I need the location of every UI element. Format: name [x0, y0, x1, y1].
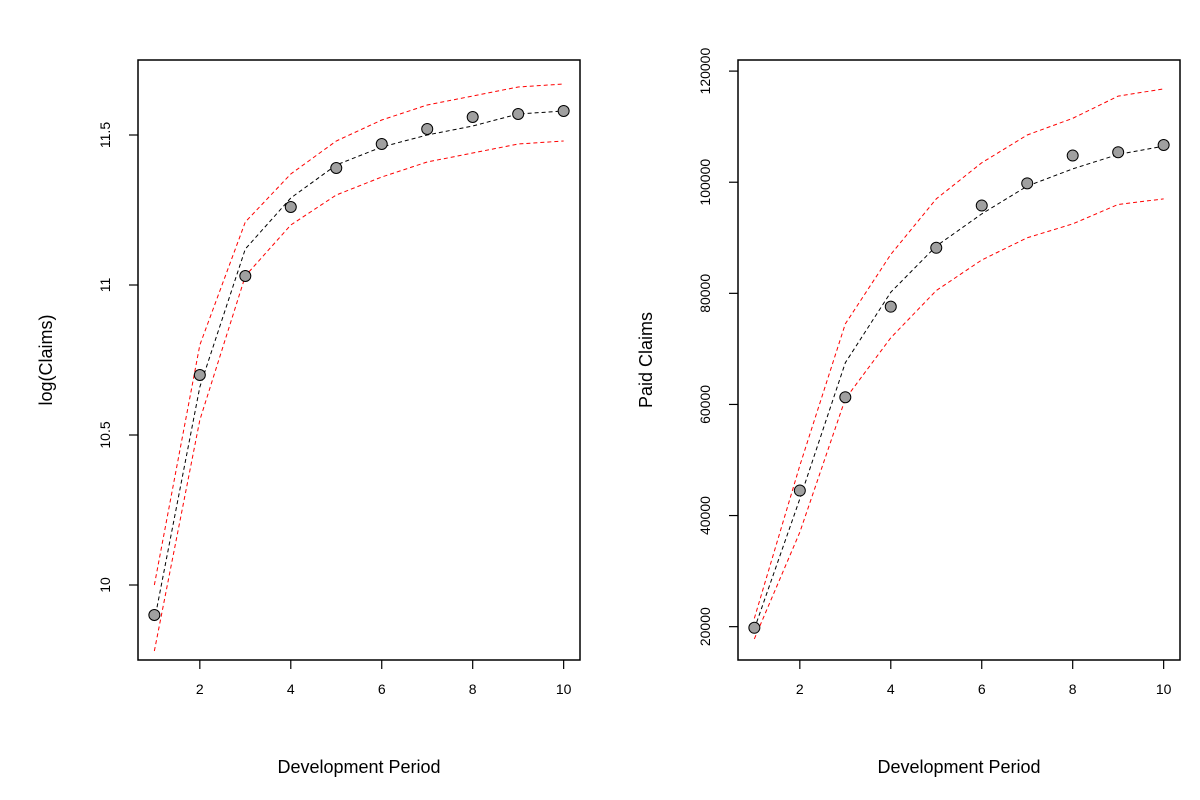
chart-panel-2: 2 4 6 8 10 20000 40000 60000 80000 100000 120000 De…	[636, 48, 1181, 777]
x-tick-label: 10	[556, 681, 572, 697]
y-tick-label: 11	[97, 278, 113, 293]
y-tick-label: 10	[97, 577, 113, 593]
y-tick-label: 20000	[697, 607, 713, 646]
series-line-lower	[153, 140, 564, 652]
data-point	[1157, 139, 1170, 151]
x-axis-title: Development Period	[877, 757, 1040, 777]
data-point	[148, 609, 161, 621]
data-point	[1066, 149, 1079, 162]
data-point	[557, 105, 570, 117]
x-tick-label: 8	[469, 681, 477, 697]
x-tick-label: 6	[978, 681, 986, 697]
y-axis-title: log(Claims)	[36, 314, 56, 405]
x-axis-title: Development Period	[277, 757, 440, 777]
y-tick-label: 10.5	[97, 421, 113, 448]
y-axis-title: Paid Claims	[636, 312, 656, 408]
data-point	[975, 199, 988, 212]
series-line-fitted	[153, 110, 564, 622]
data-point	[239, 270, 252, 282]
data-point	[284, 201, 297, 213]
data-point	[1021, 177, 1034, 190]
series-line-upper	[753, 88, 1164, 619]
data-point	[839, 391, 852, 404]
x-tick-label: 2	[196, 681, 204, 697]
series-line-fitted	[753, 145, 1164, 630]
y-tick-label: 60000	[697, 385, 713, 424]
x-tick-label: 10	[1156, 681, 1172, 697]
x-tick-label: 4	[287, 681, 295, 697]
chart-panel-1: 2 4 6 8 10 10 10.5 11 11.5 Development Period log(…	[36, 59, 581, 777]
data-point	[193, 369, 206, 381]
data-point	[1112, 146, 1125, 159]
data-point	[421, 123, 434, 135]
y-tick-label: 40000	[697, 496, 713, 535]
data-point	[748, 621, 761, 634]
plot-frame	[737, 59, 1181, 661]
x-tick-label: 2	[796, 681, 804, 697]
y-tick-label: 80000	[697, 274, 713, 313]
y-tick-label: 120000	[697, 48, 713, 95]
x-tick-label: 6	[378, 681, 386, 697]
data-point	[330, 162, 343, 174]
data-point	[884, 300, 897, 313]
x-tick-label: 8	[1069, 681, 1077, 697]
x-tick-label: 4	[887, 681, 895, 697]
data-point	[375, 138, 388, 150]
data-point	[793, 484, 806, 497]
data-point	[930, 241, 943, 254]
y-tick-label: 100000	[697, 159, 713, 206]
series-line-upper	[153, 83, 564, 586]
y-tick-label: 11.5	[97, 122, 113, 148]
series-line-lower	[753, 198, 1164, 640]
plot-frame	[137, 59, 581, 661]
data-point	[466, 111, 479, 123]
data-point	[512, 108, 525, 120]
